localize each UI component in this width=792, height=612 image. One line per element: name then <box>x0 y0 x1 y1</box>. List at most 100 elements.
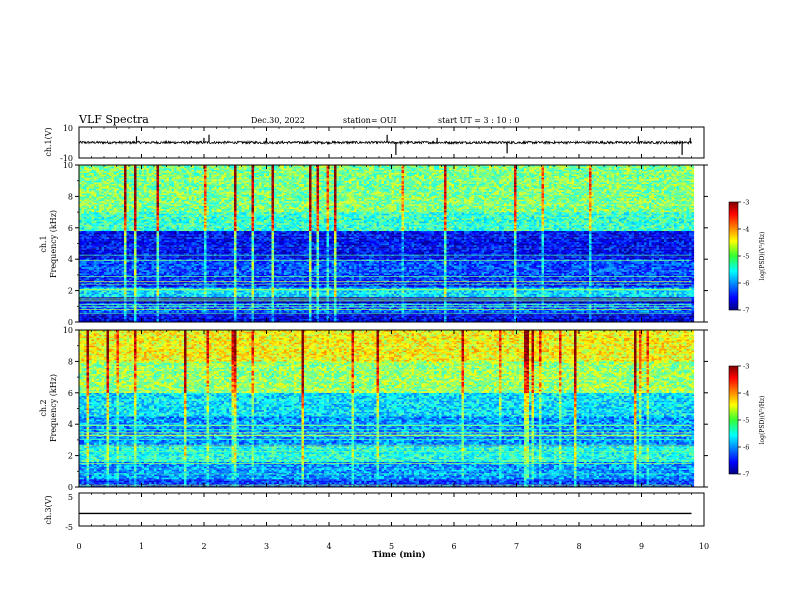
spectrogram-cell <box>169 256 172 258</box>
spectrogram-cell <box>169 178 172 180</box>
spectrogram-cell <box>97 168 100 170</box>
spectrogram-cell <box>157 237 160 239</box>
spectrogram-cell <box>154 261 157 263</box>
spectrogram-cell <box>99 233 102 235</box>
spectrogram-cell <box>129 237 132 239</box>
spectrogram-cell <box>117 193 120 195</box>
spectrogram-cell <box>174 302 177 304</box>
spectrogram-cell <box>169 201 172 203</box>
spectrogram-cell <box>87 292 90 294</box>
spectrogram-cell <box>154 292 157 294</box>
spectrogram-cell <box>82 319 85 321</box>
spectrogram-cell <box>99 234 102 236</box>
spectrogram-cell <box>167 214 170 216</box>
spectrogram-cell <box>127 262 130 264</box>
spectrogram-cell <box>114 316 117 318</box>
spectrogram-cell <box>132 229 135 231</box>
spectrogram-cell <box>114 223 117 225</box>
spectrogram-cell <box>114 179 117 181</box>
spectrogram-cell <box>177 311 180 313</box>
spectrogram-cell <box>94 222 97 224</box>
spectrogram-cell <box>159 218 162 220</box>
spectrogram-cell <box>87 262 90 264</box>
spectrogram-cell <box>172 244 175 246</box>
spectrogram-cell <box>97 291 100 293</box>
spectrogram-cell <box>102 295 105 297</box>
spectrogram-cell <box>172 203 175 205</box>
spectrogram-cell <box>92 311 95 313</box>
spectrogram-cell <box>119 226 122 228</box>
spectrogram-cell <box>174 272 177 274</box>
spectrogram-cell <box>137 170 140 172</box>
spectrogram-cell <box>122 314 125 316</box>
spectrogram-cell <box>89 223 92 225</box>
spectrogram-cell <box>102 314 105 316</box>
spectrogram-cell <box>109 250 112 252</box>
spectrogram-cell <box>114 229 117 231</box>
spectrogram-cell <box>137 206 140 208</box>
spectrogram-cell <box>137 190 140 192</box>
spectrogram-cell <box>109 251 112 253</box>
spectrogram-cell <box>134 189 137 191</box>
spectrogram-cell <box>97 204 100 206</box>
spectrogram-cell <box>154 262 157 264</box>
spectrogram-cell <box>117 206 120 208</box>
spectrogram-cell <box>107 209 110 211</box>
spectrogram-cell <box>132 267 135 269</box>
spectrogram-cell <box>124 196 127 198</box>
spectrogram-cell <box>147 207 150 209</box>
spectrogram-cell <box>174 167 177 169</box>
spectrogram-cell <box>159 192 162 194</box>
spectrogram-cell <box>97 261 100 263</box>
spectrogram-cell <box>132 233 135 235</box>
spectrogram-cell <box>104 236 107 238</box>
spectrogram-cell <box>107 189 110 191</box>
spectrogram-cell <box>97 190 100 192</box>
spectrogram-cell <box>169 196 172 198</box>
spectrogram-cell <box>109 179 112 181</box>
spectrogram-cell <box>122 209 125 211</box>
spectrogram-cell <box>137 245 140 247</box>
spectrogram-cell <box>124 170 127 172</box>
spectrogram-cell <box>102 273 105 275</box>
spectrogram-cell <box>154 206 157 208</box>
spectrogram-cell <box>167 184 170 186</box>
spectrogram-cell <box>84 214 87 216</box>
spectrogram-cell <box>127 170 130 172</box>
spectrogram-cell <box>127 179 130 181</box>
spectrogram-cell <box>129 201 132 203</box>
spectrogram-cell <box>109 258 112 260</box>
spectrogram-cell <box>119 314 122 316</box>
spectrogram-cell <box>119 207 122 209</box>
spectrogram-cell <box>164 192 167 194</box>
spectrogram-cell <box>149 189 152 191</box>
spectrogram-cell <box>99 184 102 186</box>
spectrogram-cell <box>169 173 172 175</box>
spectrogram-cell <box>117 317 120 319</box>
spectrogram-cell <box>94 209 97 211</box>
spectrogram-cell <box>152 226 155 228</box>
spectrogram-cell <box>84 229 87 231</box>
spectrogram-cell <box>132 311 135 313</box>
spectrogram-cell <box>152 195 155 197</box>
spectrogram-cell <box>87 273 90 275</box>
spectrogram-cell <box>94 192 97 194</box>
spectrogram-cell <box>84 270 87 272</box>
spectrogram-cell <box>137 316 140 318</box>
spectrogram-cell <box>167 182 170 184</box>
spectrogram-cell <box>114 267 117 269</box>
spectrogram-cell <box>119 173 122 175</box>
spectrogram-cell <box>112 237 115 239</box>
spectrogram-cell <box>149 190 152 192</box>
spectrogram-cell <box>162 212 165 214</box>
spectrogram-cell <box>139 226 142 228</box>
spectrogram-cell <box>102 182 105 184</box>
spectrogram-cell <box>84 251 87 253</box>
spectrogram-cell <box>129 215 132 217</box>
spectrogram-cell <box>114 174 117 176</box>
spectrogram-cell <box>172 317 175 319</box>
spectrogram-cell <box>129 220 132 222</box>
spectrogram-cell <box>134 207 137 209</box>
spectrogram-cell <box>139 287 142 289</box>
spectrogram-cell <box>139 181 142 183</box>
